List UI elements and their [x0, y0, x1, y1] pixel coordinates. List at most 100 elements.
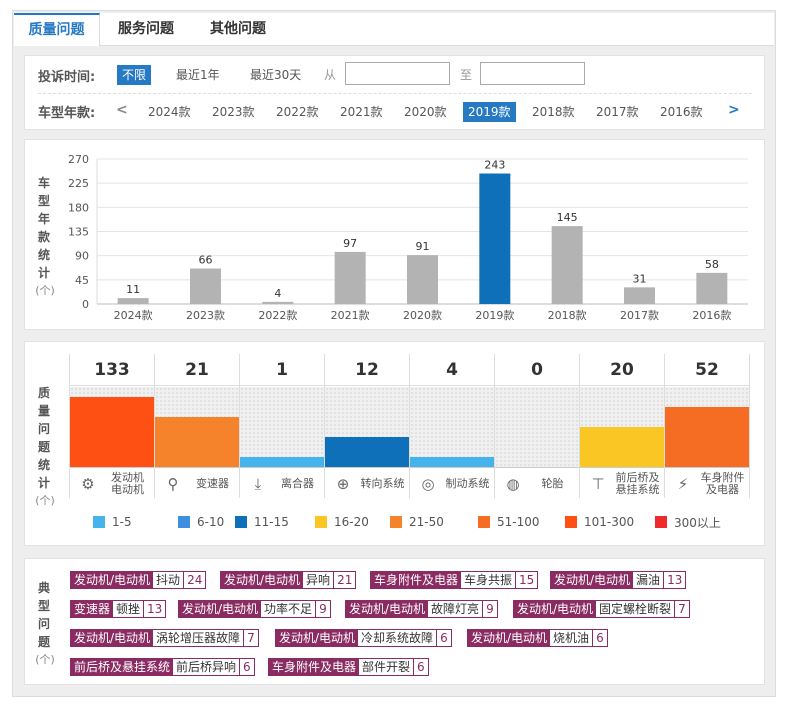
- issue-tag[interactable]: 发动机/电动机 抖动 24: [70, 571, 207, 589]
- quality-column[interactable]: 52 ⚡ 车身附件 及电器: [665, 354, 750, 498]
- issue-tag[interactable]: 发动机/电动机 涡轮增压器故障 7: [70, 629, 259, 647]
- year-option[interactable]: 2021款: [340, 105, 383, 119]
- issue-tag[interactable]: 发动机/电动机 漏油 13: [550, 571, 687, 589]
- bar-value-label: 145: [557, 211, 578, 224]
- year-bar[interactable]: [696, 272, 728, 304]
- time-option-all[interactable]: 不限: [117, 65, 152, 85]
- year-bar[interactable]: [551, 226, 583, 304]
- year-stats-label-char: 统: [37, 248, 50, 262]
- year-bar[interactable]: [190, 268, 221, 304]
- quality-bar: [665, 407, 749, 467]
- year-bar[interactable]: [334, 251, 366, 304]
- quality-category[interactable]: ⊤ 前后桥及 悬挂系统: [580, 467, 664, 498]
- quality-category-name: 制动系统: [445, 476, 490, 490]
- legend-label: 6-10: [197, 515, 225, 529]
- quality-column[interactable]: 1 ⤓ 离合器: [240, 354, 325, 498]
- tab-other[interactable]: 其他问题: [210, 21, 266, 37]
- year-bar[interactable]: [624, 287, 655, 304]
- issue-tag[interactable]: 变速器 顿挫 13: [70, 600, 167, 618]
- quality-column[interactable]: 133 ⚙ 发动机 电动机: [70, 354, 155, 498]
- year-option[interactable]: 2022款: [276, 105, 319, 119]
- quality-bar-area: [410, 387, 494, 467]
- y-tick-label: 180: [68, 201, 89, 214]
- year-option[interactable]: 2023款: [212, 105, 255, 119]
- engine-icon: ⚙: [81, 475, 95, 493]
- issue-tag-problem: 固定螺栓断裂: [596, 601, 675, 617]
- year-bar[interactable]: [262, 301, 294, 304]
- quality-column[interactable]: 21 ⚲ 变速器: [155, 354, 240, 498]
- column-divider: [69, 354, 70, 498]
- issue-tag[interactable]: 前后桥及悬挂系统 前后桥异响 6: [70, 658, 255, 676]
- quality-column[interactable]: 20 ⊤ 前后桥及 悬挂系统: [580, 354, 665, 498]
- year-option[interactable]: 2018款: [532, 105, 575, 119]
- quality-column[interactable]: 0 ◍ 轮胎: [495, 354, 580, 498]
- issue-tag-category: 发动机/电动机: [468, 630, 551, 646]
- quality-column[interactable]: 12 ⊕ 转向系统: [325, 354, 410, 498]
- quality-category[interactable]: ⤓ 离合器: [240, 467, 324, 498]
- quality-category[interactable]: ⊕ 转向系统: [325, 467, 409, 498]
- year-stats-label-char: 年: [37, 212, 50, 226]
- year-option[interactable]: 2020款: [404, 105, 447, 119]
- issue-tag-problem: 顿挫: [113, 601, 144, 617]
- time-option-1year[interactable]: 最近1年: [176, 68, 220, 82]
- issue-tag-count: 6: [592, 630, 607, 646]
- battery-icon: ⚡: [677, 475, 689, 493]
- tab-quality[interactable]: 质量问题: [14, 13, 100, 46]
- x-tick-label: 2017款: [620, 308, 659, 322]
- issue-tag-category: 发动机/电动机: [276, 630, 359, 646]
- tab-bar: 质量问题 服务问题 其他问题: [14, 13, 774, 46]
- legend-label: 51-100: [497, 515, 540, 529]
- quality-category[interactable]: ◍ 轮胎: [495, 467, 579, 498]
- time-option-30days[interactable]: 最近30天: [250, 68, 302, 82]
- quality-category[interactable]: ⚙ 发动机 电动机: [70, 467, 154, 498]
- quality-category-name: 发动机 电动机: [111, 470, 144, 496]
- issue-tag[interactable]: 发动机/电动机 故障灯亮 9: [345, 600, 498, 618]
- year-filter-label: 车型年款:: [38, 106, 96, 121]
- issue-tag[interactable]: 发动机/电动机 烧机油 6: [467, 629, 608, 647]
- year-stats-label-char: 型: [37, 194, 50, 208]
- issue-tag-problem: 部件开裂: [359, 659, 414, 675]
- year-stats-panel: 车型年款统计 (个) 0 45 90 135 180 225 270 11 2024款 66 202…: [24, 139, 765, 330]
- tab-service[interactable]: 服务问题: [118, 21, 174, 37]
- issue-tag[interactable]: 车身附件及电器 部件开裂 6: [268, 658, 429, 676]
- issue-tag-count: 7: [243, 630, 258, 646]
- quality-category[interactable]: ◎ 制动系统: [410, 467, 494, 498]
- bar-value-label: 91: [416, 240, 430, 253]
- quality-count: 0: [495, 354, 579, 386]
- year-option[interactable]: 2017款: [596, 105, 639, 119]
- quality-category[interactable]: ⚲ 变速器: [155, 467, 239, 498]
- quality-bar: [155, 417, 239, 467]
- legend-item: 300以上: [655, 514, 721, 530]
- bar-value-label: 4: [274, 287, 281, 300]
- from-label: 从: [324, 68, 337, 82]
- quality-category[interactable]: ⚡ 车身附件 及电器: [665, 467, 749, 498]
- issue-tag[interactable]: 发动机/电动机 冷却系统故障 6: [275, 629, 452, 647]
- date-from-input[interactable]: [345, 62, 450, 85]
- legend-item: 11-15: [235, 514, 289, 530]
- quality-category-name: 变速器: [196, 476, 229, 490]
- year-prev-button[interactable]: <: [116, 102, 128, 118]
- year-bar[interactable]: [117, 298, 149, 304]
- year-option[interactable]: 2016款: [660, 105, 703, 119]
- issue-tag[interactable]: 发动机/电动机 固定螺栓断裂 7: [513, 600, 690, 618]
- quality-category-name: 轮胎: [541, 476, 564, 490]
- year-option[interactable]: 2019款: [463, 102, 516, 122]
- quality-bar-area: [155, 387, 239, 467]
- issue-tag-category: 发动机/电动机: [551, 572, 634, 588]
- year-bar[interactable]: [407, 255, 438, 304]
- year-next-button[interactable]: >: [728, 102, 740, 118]
- issue-tag[interactable]: 发动机/电动机 异响 21: [220, 571, 357, 589]
- date-to-input[interactable]: [480, 62, 585, 85]
- issue-tag-category: 发动机/电动机: [346, 601, 429, 617]
- year-option[interactable]: 2024款: [148, 105, 191, 119]
- quality-bar-area: [665, 387, 749, 467]
- year-bar[interactable]: [479, 173, 511, 305]
- filter-panel: 投诉时间: 不限 最近1年 最近30天 从 至 车型年款: < 2024款 202…: [24, 55, 765, 130]
- quality-column[interactable]: 4 ◎ 制动系统: [410, 354, 495, 498]
- issue-tag-count: 6: [436, 630, 451, 646]
- quality-stats-label-char: 问: [37, 422, 50, 436]
- issue-tag-category: 变速器: [71, 601, 114, 617]
- legend-swatch: [178, 516, 190, 528]
- issue-tag[interactable]: 车身附件及电器 车身共振 15: [370, 571, 539, 589]
- issue-tag[interactable]: 发动机/电动机 功率不足 9: [178, 600, 331, 618]
